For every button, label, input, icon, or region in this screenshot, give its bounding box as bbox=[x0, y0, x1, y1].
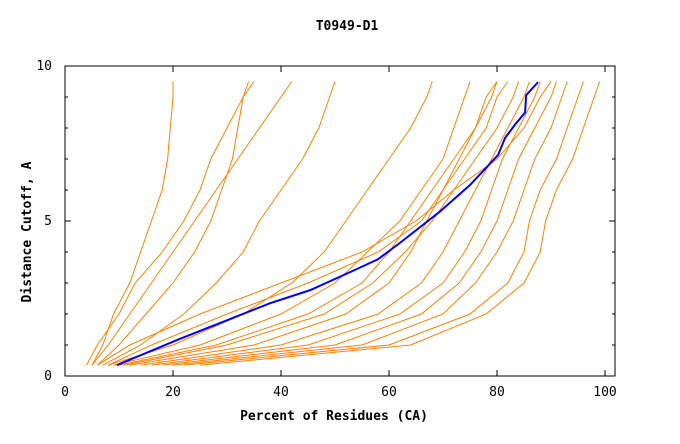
x-tick-label: 100 bbox=[593, 385, 616, 400]
model-line-9 bbox=[162, 81, 557, 366]
x-tick-label: 0 bbox=[61, 385, 69, 400]
x-tick-label: 80 bbox=[489, 385, 505, 400]
model-line-16 bbox=[113, 81, 471, 366]
x-axis-label: Percent of Residues (CA) bbox=[240, 409, 428, 424]
x-tick-label: 60 bbox=[381, 385, 397, 400]
x-tick-label: 20 bbox=[165, 385, 181, 400]
series-group bbox=[86, 81, 601, 367]
model-line-5 bbox=[118, 81, 498, 366]
y-axis-label: Distance Cutoff, A bbox=[20, 161, 35, 302]
model-line-15 bbox=[107, 81, 509, 366]
model-line-3 bbox=[102, 81, 336, 366]
model-line-12 bbox=[199, 81, 601, 366]
y-tick-label: 0 bbox=[44, 369, 52, 384]
model-line-18 bbox=[124, 81, 520, 366]
model-line-4 bbox=[108, 81, 433, 366]
y-tick-label: 10 bbox=[36, 59, 52, 74]
model-line-7 bbox=[140, 81, 530, 366]
ticks-group: 0 20 40 60 80 100 0 5 10 bbox=[36, 59, 616, 400]
model-line-17 bbox=[86, 81, 255, 366]
model-line-6 bbox=[129, 81, 498, 366]
model-line-13 bbox=[97, 81, 552, 366]
highlight-line bbox=[116, 81, 539, 367]
model-line-14 bbox=[91, 81, 293, 366]
model-line-10 bbox=[172, 81, 568, 366]
model-line-1 bbox=[91, 81, 174, 366]
model-line-8 bbox=[151, 81, 541, 366]
chart-title: T0949-D1 bbox=[316, 19, 379, 34]
model-line-11 bbox=[183, 81, 584, 366]
x-tick-label: 40 bbox=[273, 385, 289, 400]
model-line-2 bbox=[97, 81, 250, 366]
y-tick-label: 5 bbox=[44, 214, 52, 229]
